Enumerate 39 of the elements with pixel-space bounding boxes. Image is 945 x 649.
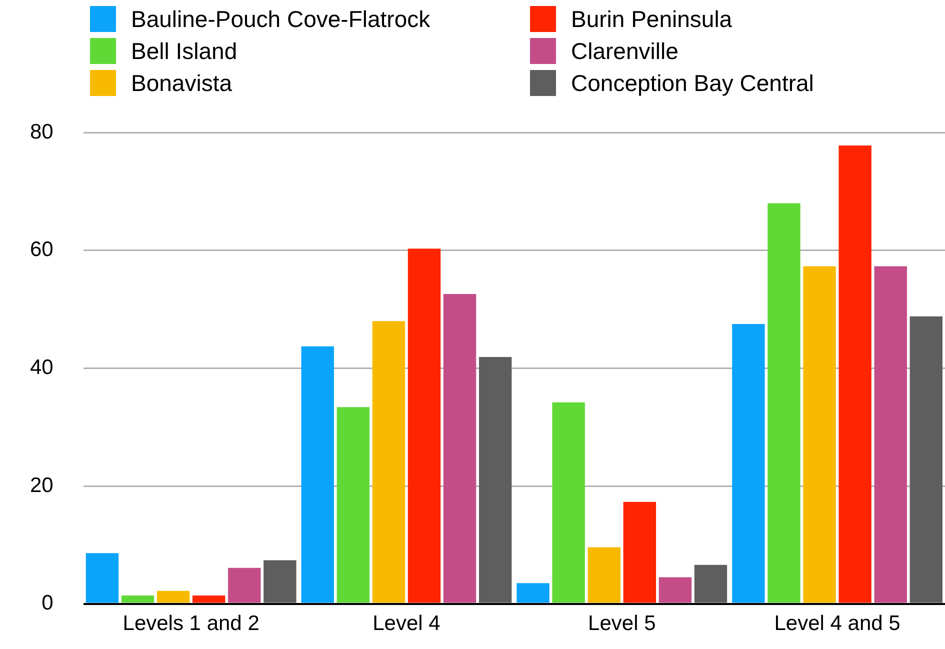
y-tick-label: 80	[30, 120, 54, 144]
bar	[86, 553, 119, 603]
y-tick-label: 40	[30, 356, 54, 379]
y-tick-label: 60	[30, 238, 54, 262]
bar	[301, 346, 334, 603]
x-tick-label: Levels 1 and 2	[122, 612, 260, 636]
bar	[336, 407, 370, 603]
bar	[408, 248, 441, 603]
bar	[121, 596, 154, 603]
legend-label: Burin Peninsula	[571, 6, 732, 32]
bar	[658, 577, 692, 603]
bar	[516, 583, 550, 603]
bar	[264, 560, 296, 603]
x-tick-label: Level 5	[588, 612, 656, 636]
legend-label: Conception Bay Central	[571, 70, 814, 96]
y-tick-label: 20	[30, 474, 54, 497]
bar	[874, 266, 907, 603]
bar	[910, 316, 942, 603]
y-tick-label: 0	[42, 592, 54, 615]
bar	[372, 321, 406, 603]
bar	[156, 590, 190, 603]
bar	[552, 402, 585, 603]
legend-label: Bell Island	[131, 38, 238, 64]
bar	[838, 146, 872, 603]
bar	[478, 357, 512, 603]
x-tick-label: Level 4	[372, 612, 441, 636]
bar	[694, 564, 728, 603]
bar	[623, 502, 656, 603]
bar	[443, 294, 476, 603]
x-tick-label: Level 4 and 5	[774, 612, 900, 636]
bar	[192, 596, 226, 603]
bar	[732, 324, 765, 603]
legend-label: Bauline-Pouch Cove-Flatrock	[131, 6, 430, 32]
bar	[768, 203, 800, 603]
legend-label: Clarenville	[571, 38, 678, 64]
bar	[803, 266, 836, 603]
bar	[588, 547, 620, 603]
bar	[228, 568, 261, 603]
legend-label: Bonavista	[131, 70, 232, 96]
